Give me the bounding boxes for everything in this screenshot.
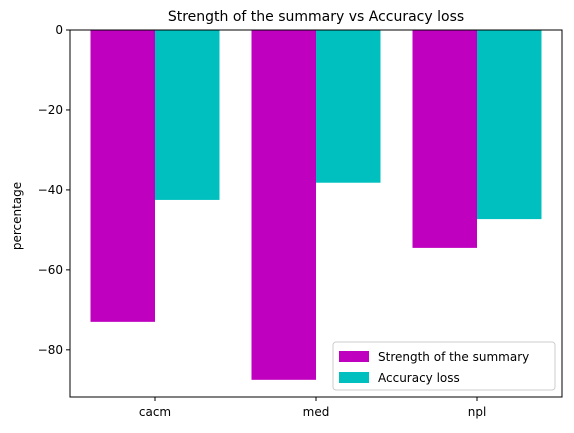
- legend-label-2: Accuracy loss: [378, 371, 460, 385]
- y-tick-label: −40: [38, 183, 63, 197]
- legend-swatch-1: [339, 351, 369, 362]
- x-tick-label-cacm: cacm: [139, 405, 171, 419]
- bar-med-series-2: [316, 30, 381, 183]
- legend: Strength of the summary Accuracy loss: [332, 341, 556, 391]
- legend-swatch-2: [339, 372, 369, 383]
- y-tick-label: −80: [38, 343, 63, 357]
- bar-med-series-1: [251, 30, 316, 380]
- y-axis-label: percentage: [10, 182, 24, 250]
- bar-cacm-series-1: [90, 30, 155, 322]
- chart-title: Strength of the summary vs Accuracy loss: [168, 9, 464, 25]
- legend-box: [332, 341, 556, 391]
- y-tick-label: −60: [38, 263, 63, 277]
- x-tick-label-med: med: [303, 405, 330, 419]
- axes-layer: 0 −20 −40 −60 −80 cacm med npl: [38, 23, 563, 419]
- y-tick-label: 0: [55, 23, 63, 37]
- y-tick-label: −20: [38, 103, 63, 117]
- bar-npl-series-1: [412, 30, 477, 248]
- x-tick-label-npl: npl: [468, 405, 487, 419]
- bar-cacm-series-2: [155, 30, 220, 200]
- legend-label-1: Strength of the summary: [378, 350, 529, 364]
- bars-layer: [90, 30, 542, 380]
- bar-npl-series-2: [477, 30, 542, 220]
